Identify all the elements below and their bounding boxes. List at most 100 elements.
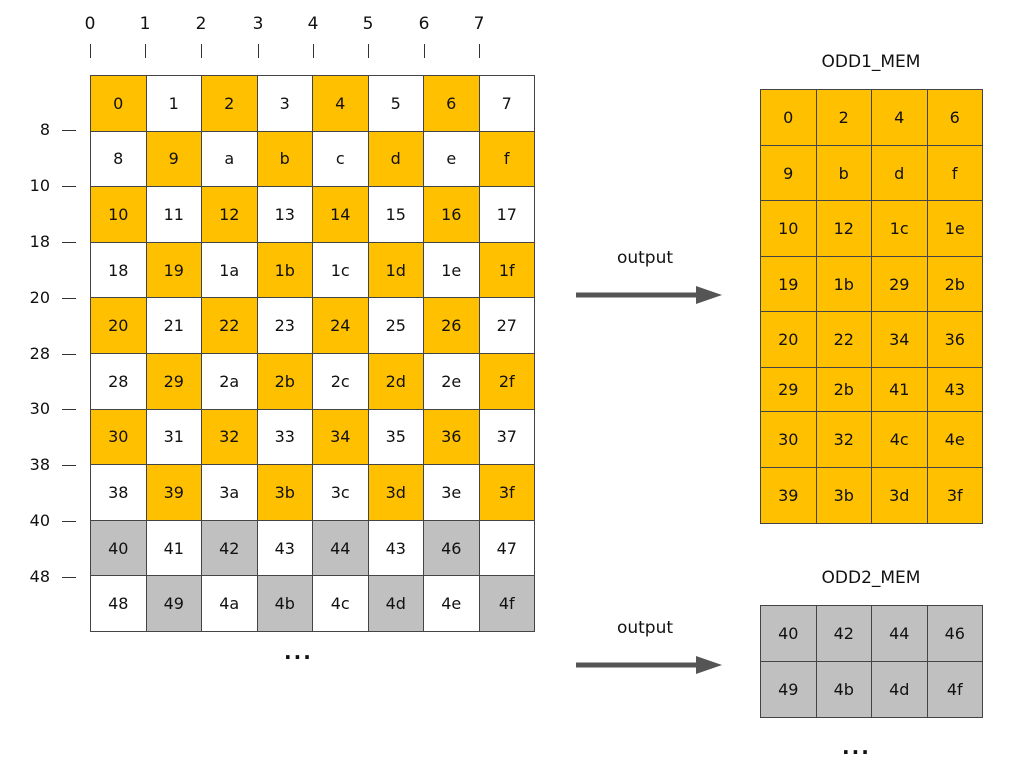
- odd2-cell: 4b: [815, 661, 872, 718]
- grid-cell: 4e: [423, 575, 480, 632]
- odd1-cell: 19: [760, 256, 817, 312]
- grid-cell: 1e: [423, 241, 480, 299]
- grid-cell: 32: [201, 408, 258, 466]
- odd1-cell: 39: [760, 467, 817, 524]
- grid-cell: 7: [478, 75, 535, 132]
- grid-cell: 1a: [201, 241, 258, 299]
- column-label: 1: [139, 14, 151, 34]
- grid-cell: 2b: [256, 353, 313, 410]
- grid-cell: 47: [478, 519, 535, 577]
- row-label: 18: [29, 232, 50, 251]
- row-tick: [62, 465, 76, 466]
- column-tick: [258, 44, 259, 58]
- grid-cell: 2e: [423, 353, 480, 410]
- grid-cell: 21: [145, 297, 202, 354]
- grid-cell: 25: [367, 297, 424, 354]
- grid-cell: 48: [90, 575, 147, 632]
- odd2-cell: 4f: [926, 661, 983, 718]
- grid-cell: 43: [256, 519, 313, 577]
- column-label: 5: [362, 14, 374, 34]
- grid-cell: 4f: [478, 575, 535, 632]
- odd2-cell: 44: [871, 605, 928, 662]
- row-label: 28: [29, 344, 50, 363]
- column-tick: [90, 44, 91, 58]
- grid-cell: 36: [423, 408, 480, 466]
- grid-cell: 3b: [256, 464, 313, 521]
- odd2-cell: 4d: [871, 661, 928, 718]
- grid-cell: 3: [256, 75, 313, 132]
- grid-cell: 29: [145, 353, 202, 410]
- odd1-cell: 1e: [926, 200, 983, 257]
- grid-cell: 9: [145, 130, 202, 188]
- odd1-cell: 6: [926, 89, 983, 146]
- odd1-cell: 41: [871, 367, 928, 412]
- odd2-mem-title: ODD2_MEM: [821, 568, 921, 588]
- odd1-cell: 1b: [815, 256, 872, 312]
- row-tick: [62, 298, 76, 299]
- grid-cell: 4b: [256, 575, 313, 632]
- grid-cell: 3c: [312, 464, 369, 521]
- odd1-cell: 20: [760, 311, 817, 368]
- grid-cell: 33: [256, 408, 313, 466]
- row-tick: [62, 130, 76, 131]
- row-label: 20: [29, 288, 50, 307]
- grid-cell: 4c: [312, 575, 369, 632]
- grid-cell: 1: [145, 75, 202, 132]
- grid-cell: 13: [256, 186, 313, 243]
- grid-cell: 3a: [201, 464, 258, 521]
- column-tick: [368, 44, 369, 58]
- grid-cell: 1f: [478, 241, 535, 299]
- row-tick: [62, 409, 76, 410]
- grid-cell: 23: [256, 297, 313, 354]
- grid-cell: 1c: [312, 241, 369, 299]
- grid-cell: 16: [423, 186, 480, 243]
- grid-cell: 2d: [367, 353, 424, 410]
- column-label: 4: [307, 14, 319, 34]
- grid-cell: 8: [90, 130, 147, 188]
- grid-cell: 49: [145, 575, 202, 632]
- row-label: 38: [29, 455, 50, 474]
- odd1-cell: 0: [760, 89, 817, 146]
- row-label: 30: [29, 399, 50, 418]
- odd1-cell: b: [815, 145, 872, 201]
- grid-cell: 18: [90, 241, 147, 299]
- grid-cell: 42: [201, 519, 258, 577]
- grid-cell: 2f: [478, 353, 535, 410]
- output-label-1: output: [616, 248, 674, 268]
- odd1-cell: 4: [871, 89, 928, 146]
- grid-cell: 4: [312, 75, 369, 132]
- grid-cell: 10: [90, 186, 147, 243]
- column-tick: [313, 44, 314, 58]
- odd1-cell: 3d: [871, 467, 928, 524]
- column-label: 2: [195, 14, 207, 34]
- main-grid-ellipsis: ...: [284, 640, 313, 664]
- odd2-cell: 49: [760, 661, 817, 718]
- grid-cell: 38: [90, 464, 147, 521]
- grid-cell: 1d: [367, 241, 424, 299]
- row-label: 48: [29, 567, 50, 586]
- grid-cell: 35: [367, 408, 424, 466]
- grid-cell: 34: [312, 408, 369, 466]
- odd1-cell: 36: [926, 311, 983, 368]
- output-arrow-1: [576, 286, 722, 304]
- column-label: 6: [418, 14, 430, 34]
- odd1-cell: f: [926, 145, 983, 201]
- grid-cell: 17: [478, 186, 535, 243]
- odd1-cell: 4c: [871, 411, 928, 468]
- output-label-2: output: [616, 618, 674, 638]
- grid-cell: 30: [90, 408, 147, 466]
- grid-cell: 28: [90, 353, 147, 410]
- odd1-cell: 4e: [926, 411, 983, 468]
- grid-cell: 19: [145, 241, 202, 299]
- odd1-cell: 43: [926, 367, 983, 412]
- odd1-cell: 3b: [815, 467, 872, 524]
- grid-cell: 41: [145, 519, 202, 577]
- odd1-cell: 2b: [926, 256, 983, 312]
- grid-cell: 24: [312, 297, 369, 354]
- grid-cell: 40: [90, 519, 147, 577]
- grid-cell: 22: [201, 297, 258, 354]
- odd1-mem-title: ODD1_MEM: [821, 52, 921, 72]
- column-tick: [201, 44, 202, 58]
- row-tick: [62, 577, 76, 578]
- grid-cell: e: [423, 130, 480, 188]
